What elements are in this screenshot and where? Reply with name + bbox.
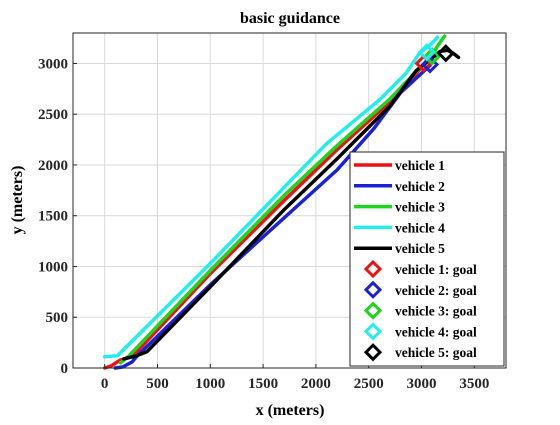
legend-label: vehicle 3 (395, 200, 445, 215)
legend-swatch-diamond (363, 343, 383, 362)
x-tick-label: 2000 (301, 376, 331, 392)
legend-label: vehicle 1 (395, 158, 445, 173)
legend: vehicle 1 vehicle 2 vehicle 3 vehicle 4 vehi… (349, 151, 505, 367)
legend-swatch-diamond (363, 322, 383, 341)
y-tick-label: 1500 (38, 209, 68, 225)
plot-frame (72, 32, 507, 369)
y-axis-label: y (meters) (9, 166, 26, 235)
y-tick-label: 1000 (38, 259, 68, 275)
legend-swatch-diamond (363, 259, 383, 279)
y-tick-label: 2500 (38, 107, 68, 123)
legend-label: vehicle 3: goal (395, 304, 477, 319)
goals-layer (414, 43, 455, 74)
y-tick-label: 500 (46, 310, 69, 326)
x-axis-label: x (meters) (256, 402, 325, 419)
x-tick-label: 1000 (195, 376, 225, 392)
legend-label: vehicle 5: goal (395, 345, 477, 360)
y-tick-label: 0 (61, 361, 69, 377)
legend-label: vehicle 4: goal (395, 324, 477, 339)
goal-marker-vehicle-4 (417, 43, 436, 62)
legend-swatch-diamond (363, 301, 383, 320)
y-tick-label: 3000 (38, 56, 68, 72)
x-tick-label: 500 (146, 376, 169, 392)
legend-label: vehicle 4 (395, 220, 445, 235)
goal-marker-vehicle-5 (436, 44, 455, 63)
ticks: 0 500 1000 1500 2000 2500 3000 3500 0 500 1000 1500… (38, 56, 489, 392)
x-tick-label: 3500 (459, 376, 489, 392)
goal-marker-vehicle-3 (422, 47, 442, 66)
chart-title: basic guidance (240, 10, 340, 27)
x-tick-label: 2500 (354, 376, 384, 392)
legend-label: vehicle 2 (395, 179, 445, 194)
legend-label: vehicle 1: goal (395, 262, 477, 277)
legend-box (349, 151, 505, 367)
x-tick-label: 3000 (407, 376, 437, 392)
y-tick-label: 2000 (38, 158, 68, 174)
legend-label: vehicle 2: goal (395, 283, 477, 298)
legend-swatch-diamond (363, 280, 383, 299)
legend-label: vehicle 5 (395, 241, 445, 256)
x-tick-label: 0 (101, 376, 109, 392)
x-tick-label: 1500 (248, 376, 278, 392)
